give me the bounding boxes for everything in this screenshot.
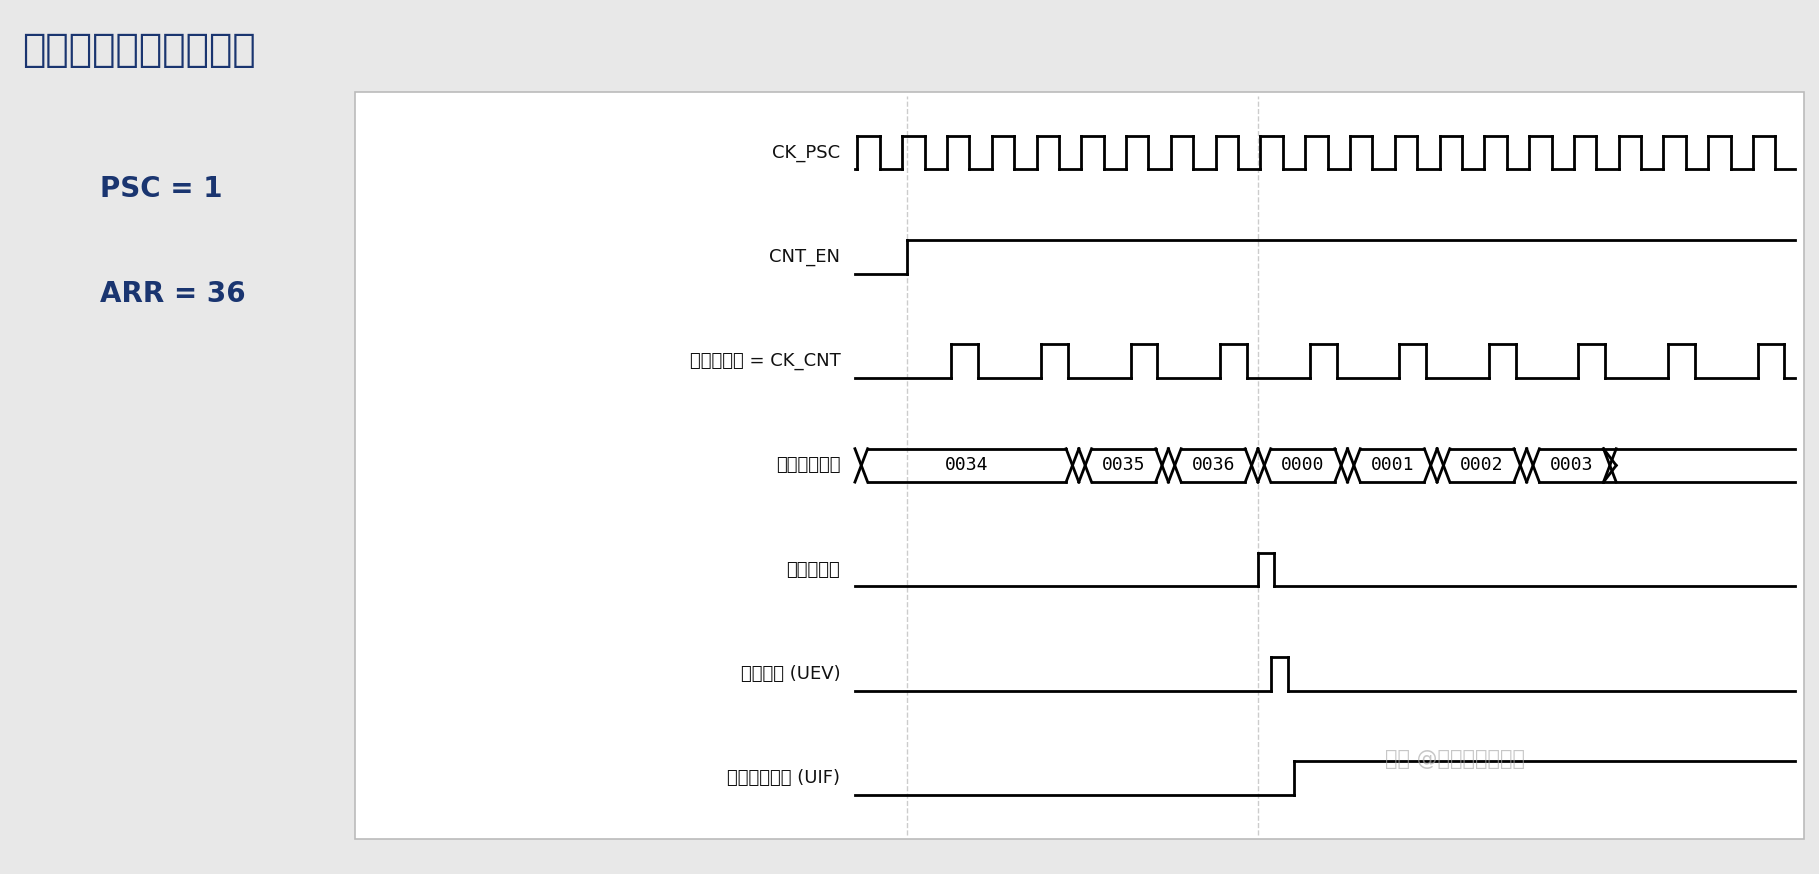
Text: 更新中断标志 (UIF): 更新中断标志 (UIF) — [728, 769, 840, 787]
Text: 0002: 0002 — [1461, 456, 1504, 475]
Text: CNT_EN: CNT_EN — [769, 248, 840, 266]
Text: 0036: 0036 — [1191, 456, 1235, 475]
Text: 计数器寄存器: 计数器寄存器 — [777, 456, 840, 475]
FancyBboxPatch shape — [355, 92, 1804, 839]
Text: 计数器上溢: 计数器上溢 — [786, 560, 840, 579]
Text: 递增计数模式实例说明: 递增计数模式实例说明 — [22, 31, 256, 68]
Text: 0001: 0001 — [1370, 456, 1413, 475]
Text: ARR = 36: ARR = 36 — [100, 280, 246, 308]
Text: 0035: 0035 — [1102, 456, 1146, 475]
Text: 定时器时钟 = CK_CNT: 定时器时钟 = CK_CNT — [689, 352, 840, 371]
Text: 0000: 0000 — [1281, 456, 1324, 475]
Text: 更新事件 (UEV): 更新事件 (UEV) — [740, 665, 840, 683]
Text: PSC = 1: PSC = 1 — [100, 175, 222, 203]
Text: 知乎 @我就像一个哑巴: 知乎 @我就像一个哑巴 — [1386, 749, 1524, 769]
Text: CK_PSC: CK_PSC — [773, 143, 840, 162]
Text: 0034: 0034 — [946, 456, 990, 475]
Text: 0003: 0003 — [1550, 456, 1593, 475]
